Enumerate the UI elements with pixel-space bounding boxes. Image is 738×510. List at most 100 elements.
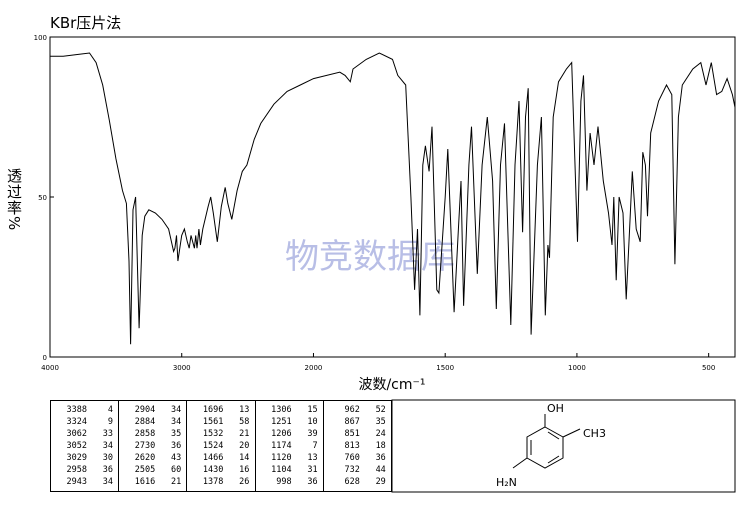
peak-row: 3388 4 — [51, 404, 118, 416]
peak-row: 2884 34 — [119, 416, 186, 428]
peak-row: 2505 60 — [119, 464, 186, 476]
structure-label: H₂N — [496, 476, 517, 489]
peak-cell: 18 — [375, 441, 386, 451]
peak-cell: 58 — [239, 417, 250, 427]
peak-cell: 851 — [344, 429, 360, 439]
peak-cell: 34 — [170, 405, 182, 415]
x-tick-label: 2000 — [305, 364, 323, 372]
peak-cell: 1524 — [202, 441, 224, 451]
peak-cell: 1561 — [202, 417, 224, 427]
peak-row: 1378 26 — [187, 476, 254, 488]
peak-cell: 34 — [102, 477, 113, 487]
peak-cell: 813 — [344, 441, 360, 451]
peak-cell: 10 — [307, 417, 318, 427]
structure-label: CH3 — [583, 427, 606, 440]
peak-cell: 35 — [375, 417, 386, 427]
peak-cell: 21 — [239, 429, 250, 439]
peak-cell: 1174 — [271, 441, 292, 451]
spectrum-line — [50, 52, 736, 345]
peak-row: 3324 9 — [51, 416, 118, 428]
peak-cell: 15 — [307, 405, 318, 415]
peak-cell: 44 — [375, 465, 386, 475]
peak-row: 1430 16 — [187, 464, 254, 476]
peak-column: 2904 34 2884 34 2858 35 2730 36 2620 43 2505 60 1616… — [119, 401, 188, 491]
peak-cell: 1206 — [271, 429, 292, 439]
peak-cell: 14 — [239, 453, 250, 463]
peak-cell: 21 — [170, 477, 182, 487]
peak-column: 3388 4 3324 9 3062 33 3052 34 3029 30 2958 36 2943 34 — [51, 401, 120, 491]
peak-row: 1524 20 — [187, 440, 254, 452]
peak-cell: 1251 — [271, 417, 292, 427]
peak-cell: 1616 — [134, 477, 156, 487]
peak-cell: 3062 — [66, 429, 87, 439]
peak-row: 1466 14 — [187, 452, 254, 464]
x-axis-label: 波数/cm⁻¹ — [358, 377, 425, 393]
x-tick-label: 3000 — [173, 364, 191, 372]
y-axis-label: 透过率% — [5, 168, 23, 232]
peak-cell: 1306 — [271, 405, 292, 415]
peak-cell: 2858 — [134, 429, 156, 439]
peak-row: 1696 13 — [187, 404, 254, 416]
peak-row: 2858 35 — [119, 428, 186, 440]
peak-row: 1174 7 — [256, 440, 323, 452]
x-tick-label: 4000 — [41, 364, 59, 372]
peak-cell: 1120 — [271, 453, 292, 463]
peak-cell: 36 — [375, 453, 386, 463]
y-tick-label: 100 — [34, 34, 47, 42]
peak-row: 1561 58 — [187, 416, 254, 428]
peak-row: 3052 34 — [51, 440, 118, 452]
peak-row: 1532 21 — [187, 428, 254, 440]
peak-cell: 1430 — [202, 465, 224, 475]
peak-row: 2730 36 — [119, 440, 186, 452]
peak-cell: 3388 — [66, 405, 87, 415]
peak-cell: 2620 — [134, 453, 156, 463]
peak-cell: 30 — [102, 453, 113, 463]
peak-row: 2958 36 — [51, 464, 118, 476]
peak-cell: 7 — [312, 441, 318, 451]
peak-cell: 20 — [239, 441, 250, 451]
peak-row: 2943 34 — [51, 476, 118, 488]
peak-cell: 2730 — [134, 441, 156, 451]
peak-cell: 1532 — [202, 429, 224, 439]
peak-cell: 3029 — [66, 453, 87, 463]
peak-cell: 26 — [239, 477, 250, 487]
peak-cell: 2505 — [134, 465, 156, 475]
chart-title: KBr压片法 — [50, 14, 121, 32]
peak-row: 2904 34 — [119, 404, 186, 416]
peak-row: 1206 39 — [256, 428, 323, 440]
peak-row: 813 18 — [324, 440, 391, 452]
peak-cell: 35 — [170, 429, 182, 439]
structure-box — [391, 399, 736, 493]
peak-cell: 4 — [107, 405, 113, 415]
peak-row: 867 35 — [324, 416, 391, 428]
y-tick-label: 0 — [43, 354, 47, 362]
peak-row: 1306 15 — [256, 404, 323, 416]
watermark: 物竞数据库 — [285, 237, 455, 277]
peak-cell: 1466 — [202, 453, 224, 463]
plot-frame — [49, 36, 736, 358]
peak-cell: 29 — [375, 477, 386, 487]
peak-cell: 998 — [276, 477, 292, 487]
peak-cell: 33 — [102, 429, 113, 439]
peak-cell: 1104 — [271, 465, 292, 475]
peak-column: 1306 15 1251 10 1206 39 1174 7 1120 13 1104 31 998 36 — [256, 401, 324, 491]
peak-cell: 3052 — [66, 441, 87, 451]
peak-row: 1251 10 — [256, 416, 323, 428]
peak-cell: 867 — [344, 417, 360, 427]
peak-cell: 1378 — [202, 477, 224, 487]
peak-table: 3388 4 3324 9 3062 33 3052 34 3029 30 2958 36 2943 34… — [50, 400, 392, 492]
peak-cell: 3324 — [66, 417, 87, 427]
peak-cell: 39 — [307, 429, 318, 439]
peak-row: 3062 33 — [51, 428, 118, 440]
peak-cell: 1696 — [202, 405, 224, 415]
peak-row: 628 29 — [324, 476, 391, 488]
peak-cell: 2958 — [66, 465, 87, 475]
peak-row: 962 52 — [324, 404, 391, 416]
peak-cell: 760 — [344, 453, 360, 463]
peak-cell: 628 — [344, 477, 360, 487]
peak-row: 1120 13 — [256, 452, 323, 464]
peak-column: 1696 13 1561 58 1532 21 1524 20 1466 14 1430 16 1378… — [187, 401, 256, 491]
peak-cell: 34 — [170, 417, 182, 427]
